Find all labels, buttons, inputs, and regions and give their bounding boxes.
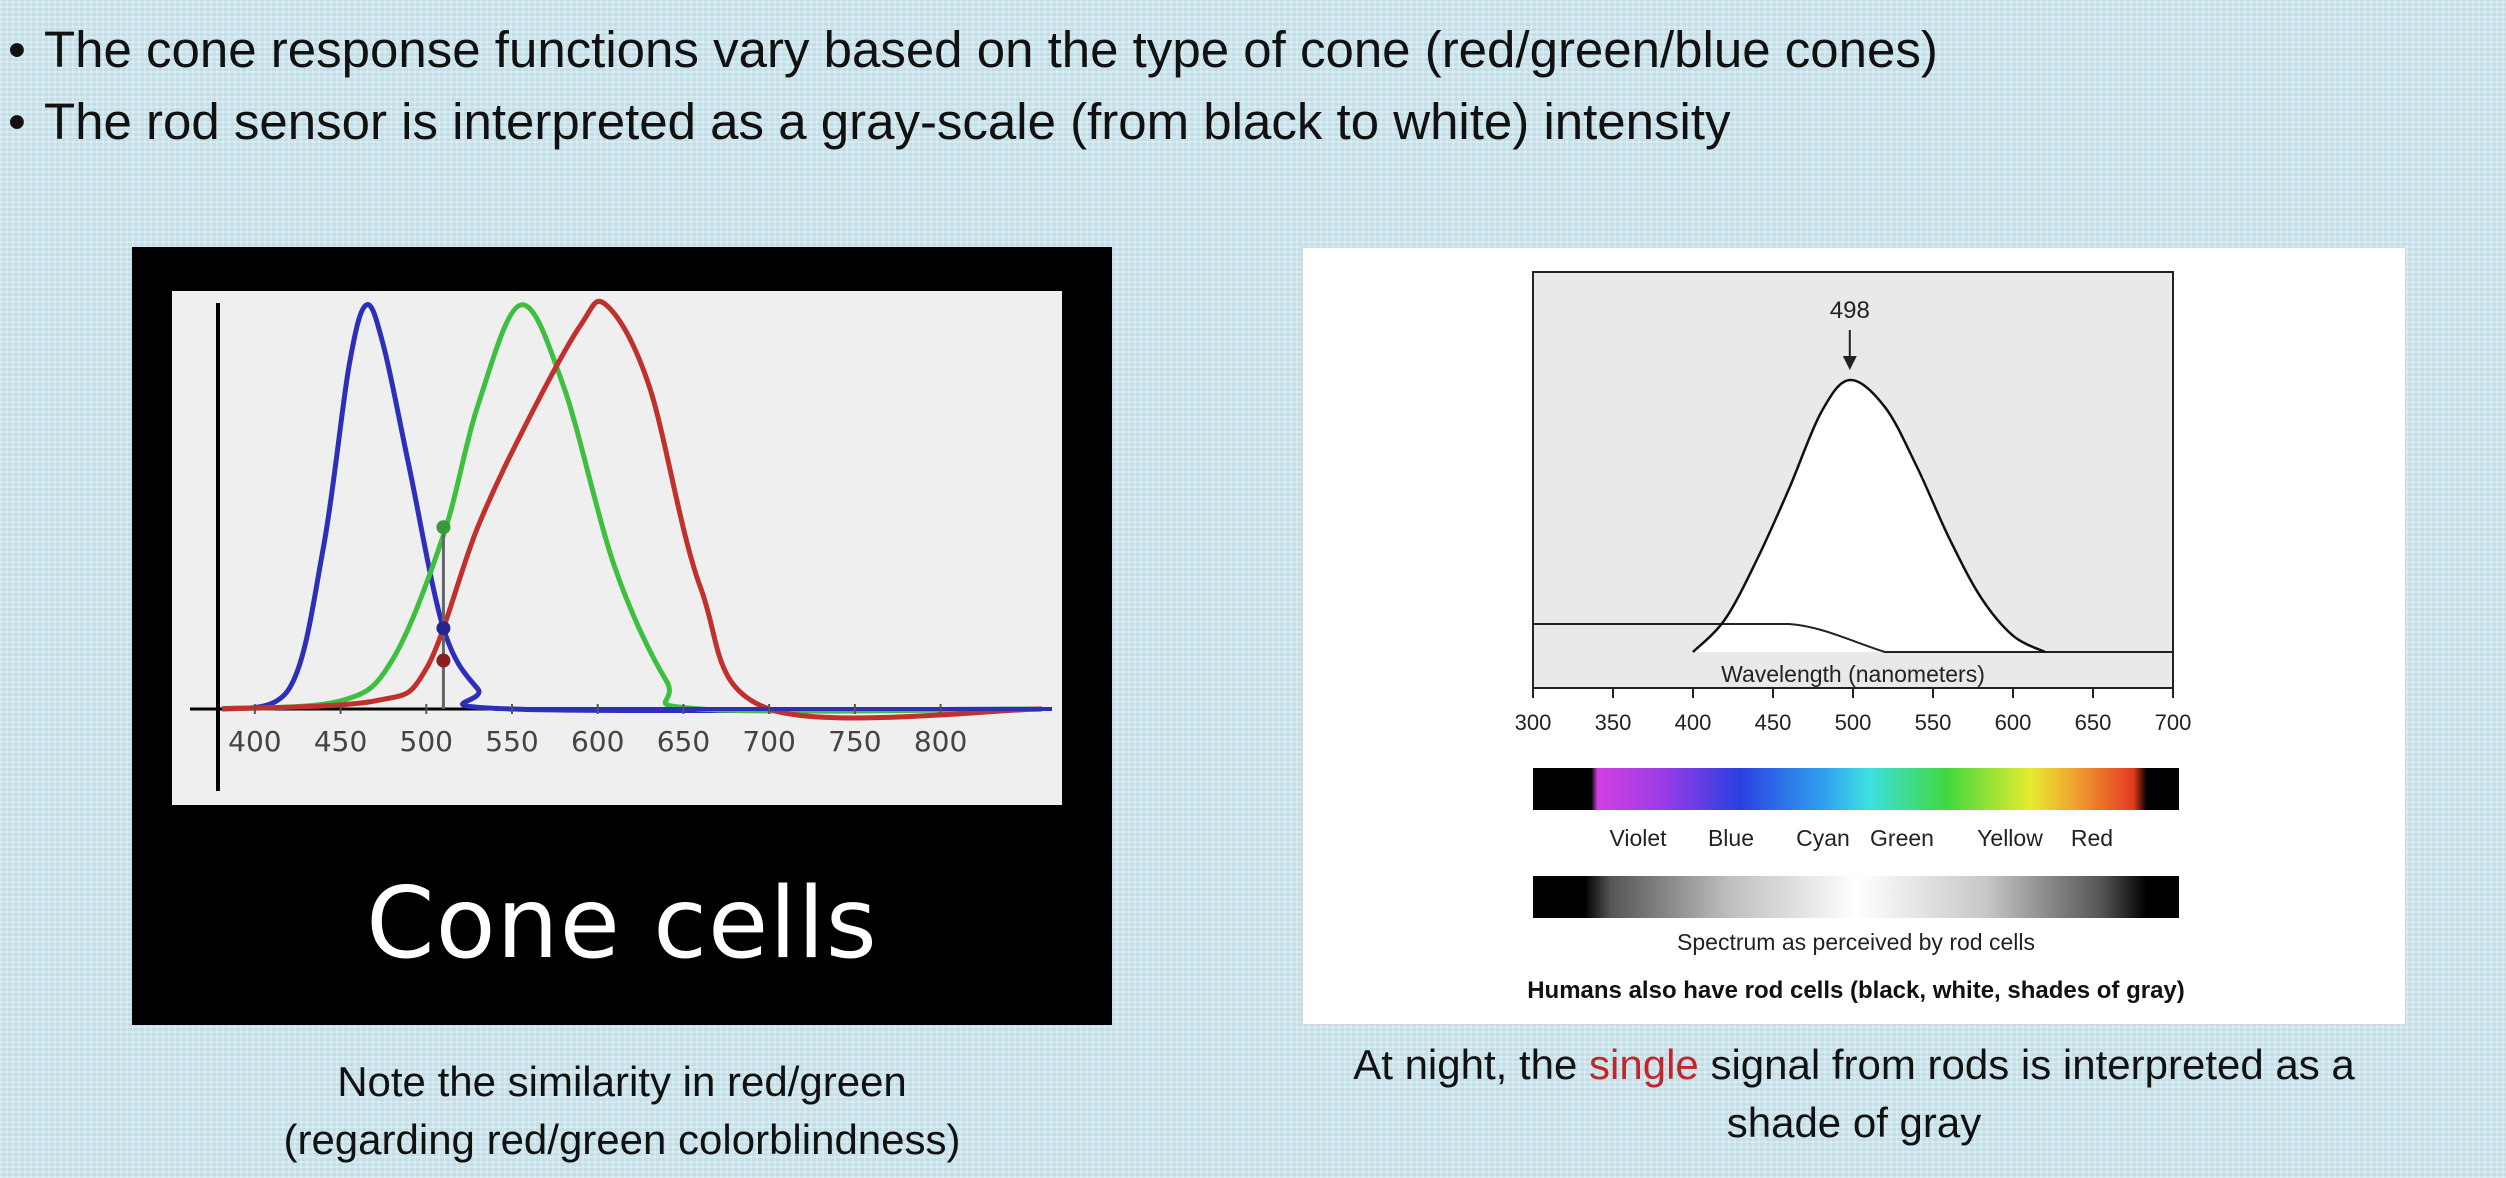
rod-x-tick-label: 550 xyxy=(1915,710,1952,735)
bullet-text: The cone response functions vary based o… xyxy=(44,21,1938,78)
red-marker-point xyxy=(436,653,451,668)
bullet-text: The rod sensor is interpreted as a gray-… xyxy=(44,93,1731,150)
rod-bottom-label: Humans also have rod cells (black, white… xyxy=(1527,977,2185,1004)
cone-title: Cone cells xyxy=(366,867,878,981)
rod-x-tick-label: 350 xyxy=(1595,710,1632,735)
cone-caption-line1: Note the similarity in red/green xyxy=(337,1058,907,1105)
rod-caption: At night, the single signal from rods is… xyxy=(1302,1036,2406,1152)
gray-spectrum-bar xyxy=(1533,876,2179,918)
rod-x-tick-label: 650 xyxy=(2075,710,2112,735)
x-tick-label: 650 xyxy=(657,725,710,758)
rod-caption-highlight: single xyxy=(1589,1041,1699,1088)
bullet-marker: • xyxy=(8,93,26,150)
x-tick-label: 750 xyxy=(828,725,881,758)
cone-curve-blue xyxy=(221,302,1043,714)
rod-response-curve xyxy=(1692,378,2046,654)
gray-spectrum-label: Spectrum as perceived by rod cells xyxy=(1677,929,2035,955)
bullet-marker: • xyxy=(8,21,26,78)
cone-caption-line2: (regarding red/green colorblindness) xyxy=(283,1116,961,1163)
peak-label: 498 xyxy=(1830,297,1870,324)
bullet-list: • The cone response functions vary based … xyxy=(8,14,1938,158)
cone-figure: 400 450 500 550 600 650 700 750 800 Cone cells xyxy=(132,247,1112,1025)
color-label-violet: Violet xyxy=(1609,825,1667,851)
rod-chart: 498 Wavelength (nanometers) 300 350 400 450 50… xyxy=(1515,271,2192,1004)
cone-plot: 400 450 500 550 600 650 700 750 800 xyxy=(172,291,1062,805)
cone-caption: Note the similarity in red/green (regard… xyxy=(182,1053,1062,1169)
rod-curve-fill xyxy=(1693,379,2045,652)
x-tick-label: 550 xyxy=(485,725,538,758)
x-tick-label: 450 xyxy=(314,725,367,758)
color-spectrum-bar xyxy=(1533,768,2179,810)
color-label-yellow: Yellow xyxy=(1977,825,2043,851)
x-tick-label: 600 xyxy=(571,725,624,758)
rod-x-tick-label: 500 xyxy=(1835,710,1872,735)
rod-base-line xyxy=(1533,623,2173,653)
blue-marker-point xyxy=(436,621,451,636)
bullet-item: • The rod sensor is interpreted as a gray… xyxy=(8,86,1938,158)
color-label-red: Red xyxy=(2071,825,2113,851)
cone-curve-green xyxy=(221,302,1043,714)
rod-x-tick-label: 300 xyxy=(1515,710,1552,735)
x-tick-label: 800 xyxy=(914,725,967,758)
rod-caption-post: signal from rods is interpreted as a sha… xyxy=(1698,1041,2355,1146)
rod-caption-pre: At night, the xyxy=(1353,1041,1590,1088)
x-tick-label: 500 xyxy=(400,725,453,758)
peak-arrow-head xyxy=(1842,356,1857,370)
bullet-item: • The cone response functions vary based … xyxy=(8,14,1938,86)
rod-figure: 498 Wavelength (nanometers) 300 350 400 450 50… xyxy=(1302,247,2406,1025)
x-tick-label: 400 xyxy=(228,725,281,758)
rod-x-tick-label: 700 xyxy=(2155,710,2192,735)
color-label-cyan: Cyan xyxy=(1796,825,1850,851)
color-label-blue: Blue xyxy=(1708,825,1754,851)
color-label-green: Green xyxy=(1870,825,1934,851)
x-tick-label: 700 xyxy=(742,725,795,758)
rod-x-tick-label: 600 xyxy=(1995,710,2032,735)
rod-x-tick-label: 400 xyxy=(1675,710,1712,735)
cone-chart: 400 450 500 550 600 650 700 750 800 xyxy=(190,298,1052,791)
rod-x-tick-label: 450 xyxy=(1755,710,1792,735)
rod-x-axis-title: Wavelength (nanometers) xyxy=(1721,661,1985,687)
cone-curve-red xyxy=(221,298,1043,721)
green-marker-point xyxy=(436,520,451,535)
